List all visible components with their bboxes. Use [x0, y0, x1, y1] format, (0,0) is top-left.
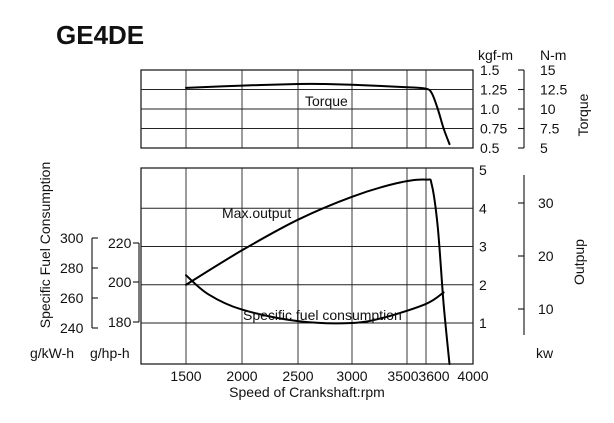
- fuel-secondary-ticks: 220 200 180: [108, 235, 139, 330]
- x-tick-label: 3500: [387, 368, 418, 384]
- max-output-curve: [185, 178, 451, 365]
- x-axis-label: Speed of Crankshaft:rpm: [229, 384, 385, 400]
- output-tick-label: 3: [479, 239, 487, 255]
- max-output-label: Max.output: [222, 205, 291, 221]
- torque-tick-label: 1.5: [480, 62, 500, 78]
- output-tick-label: 1: [479, 315, 487, 331]
- output-axis-label: Outpup: [571, 239, 587, 285]
- torque-y-ticks: 1.5 1.25 1.0 0.75 0.5: [480, 62, 507, 156]
- output-tick-label: 2: [479, 277, 487, 293]
- x-tick-label: 3000: [336, 368, 367, 384]
- fuel-secondary-tick-label: 220: [108, 235, 132, 251]
- torque-tick-label: 1.25: [480, 82, 507, 98]
- torque-nm-tick-label: 15: [540, 62, 556, 78]
- torque-series-label: Torque: [305, 93, 348, 109]
- output-kw-tick-label: 10: [538, 301, 554, 317]
- torque-nm-tick-label: 5: [540, 140, 548, 156]
- torque-tick-label: 0.5: [480, 140, 500, 156]
- output-tick-label: 5: [479, 162, 487, 178]
- main-grid: [141, 168, 473, 364]
- output-left-ticks: 5 4 3 2 1: [479, 162, 487, 331]
- chart-title: GE4DE: [56, 20, 144, 50]
- fuel-consumption-curve: [185, 274, 445, 325]
- output-unit: kw: [536, 345, 554, 361]
- torque-nm-tick-label: 10: [540, 101, 556, 117]
- x-tick-label: 2500: [282, 368, 313, 384]
- torque-unit-kgfm: kgf-m: [478, 47, 513, 63]
- output-kw-ticks: 30 20 10: [518, 195, 554, 317]
- output-kw-tick-label: 30: [538, 195, 554, 211]
- torque-nm-tick-label: 7.5: [540, 121, 560, 137]
- x-tick-label: 3600: [418, 368, 449, 384]
- torque-tick-label: 1.0: [480, 101, 500, 117]
- x-axis-ticks: 1500 2000 2500 3000 3500 3600 4000: [170, 368, 488, 384]
- output-kw-tick-label: 20: [538, 248, 554, 264]
- x-tick-label: 4000: [457, 368, 488, 384]
- x-tick-label: 1500: [170, 368, 201, 384]
- fuel-primary-tick-label: 280: [60, 260, 84, 276]
- fuel-primary-tick-label: 240: [60, 320, 84, 336]
- fuel-primary-ticks: 300 280 260 240: [60, 230, 98, 336]
- torque-axis-label: Torque: [575, 93, 591, 136]
- fuel-unit-secondary: g/hp-h: [90, 345, 130, 361]
- torque-tick-label: 0.75: [480, 121, 507, 137]
- torque-grid: [141, 70, 473, 148]
- fuel-primary-tick-label: 300: [60, 230, 84, 246]
- x-tick-label: 2000: [226, 368, 257, 384]
- fuel-consumption-label: Specific fuel consumption: [243, 307, 402, 323]
- torque-panel: 1.5 1.25 1.0 0.75 0.5 15 12.5 10 7.5 5 kgf-m N-m…: [140, 47, 591, 156]
- torque-curve: [185, 82, 451, 146]
- torque-unit-nm: N-m: [540, 47, 566, 63]
- output-tick-label: 4: [479, 200, 487, 216]
- fuel-secondary-tick-label: 180: [108, 314, 132, 330]
- fuel-axis-label: Specific Fuel Consumption: [37, 162, 53, 329]
- fuel-primary-tick-label: 260: [60, 290, 84, 306]
- fuel-unit-primary: g/kW-h: [30, 345, 74, 361]
- main-frame: [140, 167, 474, 365]
- torque-nm-tick-label: 12.5: [540, 82, 567, 98]
- fuel-secondary-tick-label: 200: [108, 274, 132, 290]
- torque-nm-ticks: 15 12.5 10 7.5 5: [518, 62, 567, 156]
